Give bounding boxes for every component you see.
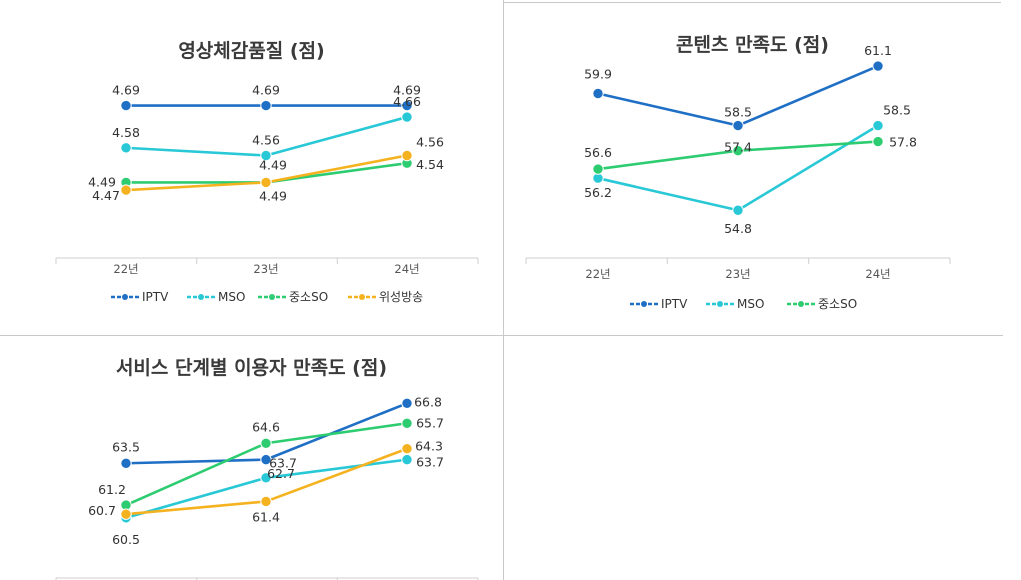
data-label-mso: 4.56: [252, 133, 280, 148]
panel-divider-vertical: [503, 0, 504, 580]
legend-label-small-so: 중소SO: [818, 297, 857, 311]
data-label-small-so: 4.49: [88, 174, 116, 189]
data-point-mso: [260, 149, 272, 162]
legend-label-iptv: IPTV: [142, 290, 169, 304]
x-tick-label: 23년: [725, 267, 750, 281]
data-point-iptv: [401, 99, 413, 112]
data-label-iptv: 63.5: [112, 439, 140, 454]
data-label-satellite: 4.49: [259, 188, 287, 203]
chart-title: 서비스 단계별 이용자 만족도 (점): [115, 357, 388, 379]
data-label-small-so: 56.6: [584, 145, 612, 160]
data-label-satellite: 64.3: [415, 439, 443, 454]
legend-marker-mso: [717, 301, 723, 307]
chart-service-satisfaction: 63.563.766.860.562.763.761.264.6 65.760.7…: [55, 394, 479, 580]
data-point-mso: [401, 111, 413, 123]
data-label-iptv: 4.69: [393, 83, 421, 98]
data-label-small-so: 65.7: [416, 415, 444, 430]
data-point-mso: [401, 453, 413, 466]
data-point-iptv: [120, 457, 132, 469]
data-label-satellite: 60.7: [88, 503, 116, 518]
data-point-satellite: [401, 149, 413, 162]
data-point-small-so: [260, 437, 272, 449]
data-label-mso: 58.5: [883, 103, 911, 118]
data-label-iptv: 4.69: [252, 83, 280, 98]
legend-label-satellite: 위성방송: [379, 290, 423, 304]
data-label-mso: 4.58: [112, 125, 140, 140]
x-tick-label: 23년: [253, 262, 278, 276]
data-point-satellite: [260, 495, 272, 508]
data-point-iptv: [732, 119, 744, 132]
legend-marker-small-so: [798, 301, 804, 307]
data-point-small-so: [732, 145, 744, 157]
x-tick-label: 22년: [585, 267, 610, 281]
data-point-small-so: [401, 417, 413, 429]
data-point-mso: [872, 119, 884, 132]
data-label-small-so: 64.6: [252, 419, 280, 434]
data-label-mso: 4.66: [393, 94, 421, 109]
data-label-satellite: 4.56: [416, 135, 444, 150]
data-label-small-so: 4.54: [416, 157, 444, 172]
data-label-mso: 54.8: [724, 221, 752, 236]
legend-label-mso: MSO: [218, 290, 245, 304]
legend-label-iptv: IPTV: [661, 297, 688, 311]
data-label-mso: 62.7: [267, 466, 295, 481]
data-point-iptv: [401, 397, 413, 409]
x-tick-label: 22년: [113, 262, 138, 276]
data-point-iptv: [592, 87, 604, 100]
data-point-small-so: [872, 135, 884, 148]
data-label-small-so: 61.2: [98, 482, 126, 497]
data-point-iptv: [260, 99, 272, 112]
data-label-mso: 60.5: [112, 532, 140, 547]
data-point-mso: [120, 142, 132, 154]
data-label-mso: 56.2: [584, 185, 612, 200]
data-label-iptv: 61.1: [864, 43, 892, 58]
chart-panel-service-satisfaction: 서비스 단계별 이용자 만족도 (점) 63.5 63.7 66.8 60.5 62.7…: [0, 336, 503, 580]
data-label-iptv: 4.69: [112, 83, 140, 98]
data-point-iptv: [120, 99, 132, 112]
data-label-satellite: 4.47: [92, 188, 120, 203]
x-tick-label: 24년: [865, 267, 890, 281]
data-point-iptv: [872, 60, 884, 72]
data-label-small-so: 4.49: [259, 157, 287, 172]
chart-panel-video-quality: 영상체감품질 (점) 22년 23년 24년 4.69 4.69 4.69 4.58 4.56…: [0, 0, 503, 335]
x-tick-label: 24년: [394, 262, 419, 276]
data-point-satellite: [120, 184, 132, 196]
legend-marker-small-so: [269, 294, 275, 300]
data-label-iptv: 66.8: [414, 394, 442, 409]
data-point-mso: [732, 204, 744, 216]
data-label-small-so: 57.4: [724, 140, 752, 155]
legend-label-small-so: 중소SO: [289, 290, 328, 304]
legend-label-mso: MSO: [737, 297, 764, 311]
data-label-mso: 63.7: [416, 455, 444, 470]
data-label-satellite: 61.4: [252, 509, 280, 524]
data-point-small-so: [592, 163, 604, 175]
panel-divider-top-right: [503, 2, 1001, 3]
data-label-iptv: 59.9: [584, 66, 612, 81]
legend-marker-iptv: [122, 294, 128, 300]
legend-marker-iptv: [641, 301, 647, 307]
data-label-iptv: 58.5: [724, 105, 752, 120]
data-point-iptv: [260, 453, 272, 466]
data-point-satellite: [120, 508, 132, 520]
chart-title: 영상체감품질 (점): [178, 40, 325, 62]
legend-marker-satellite: [359, 294, 365, 300]
data-label-small-so: 57.8: [889, 135, 917, 150]
chart-panel-content-satisfaction: 콘텐츠 만족도 (점) 22년 23년 24년 59.9 58.5 61.1 56.2 54.…: [504, 0, 1001, 335]
data-point-satellite: [401, 443, 413, 455]
legend-marker-mso: [198, 294, 204, 300]
series-line-mso: [597, 124, 879, 212]
data-point-mso: [260, 472, 272, 484]
data-point-satellite: [260, 176, 272, 189]
chart-title: 콘텐츠 만족도 (점): [676, 34, 829, 56]
data-label-iptv: 63.7: [269, 456, 297, 471]
chart-content-satisfaction: 22년 23년 24년 59.9 58.5 61.1 56.2 54.8 58.5 56.6 57.…: [525, 43, 951, 311]
panel-divider-horizontal: [0, 335, 1003, 336]
